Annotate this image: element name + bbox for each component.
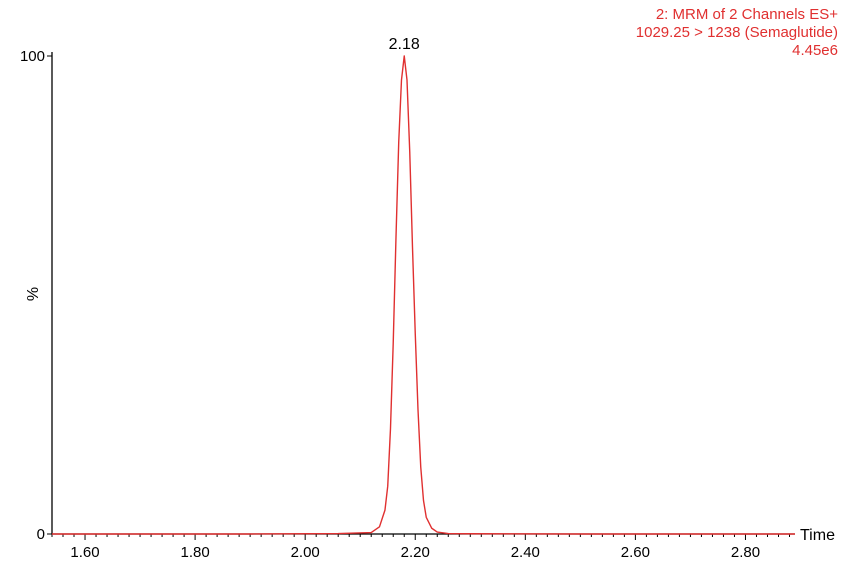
peak-label: 2.18	[389, 36, 420, 53]
x-tick-label: 1.60	[70, 544, 99, 561]
channel-info-2: 1029.25 > 1238 (Semaglutide)	[635, 24, 838, 41]
axes	[51, 52, 795, 535]
x-tick-label: 2.20	[401, 544, 430, 561]
y-tick-label: 100	[20, 48, 45, 65]
series-layer	[52, 55, 795, 535]
y-tick-label: 0	[37, 526, 45, 543]
x-tick-label: 2.80	[731, 544, 760, 561]
x-tick-label: 2.00	[291, 544, 320, 561]
y-axis-label: %	[25, 287, 42, 301]
tick-marks: 1.60 1.80 2.00 2.20 2.40 2.60 2.80 0 100	[20, 48, 790, 561]
channel-info-1: 2: MRM of 2 Channels ES+	[655, 6, 838, 23]
x-tick-label: 2.40	[511, 544, 540, 561]
x-tick-label: 1.80	[180, 544, 209, 561]
series-line-0	[52, 55, 795, 535]
x-tick-label: 2.60	[621, 544, 650, 561]
channel-info-3: 4.45e6	[792, 42, 838, 59]
x-axis-label: Time	[800, 527, 835, 544]
